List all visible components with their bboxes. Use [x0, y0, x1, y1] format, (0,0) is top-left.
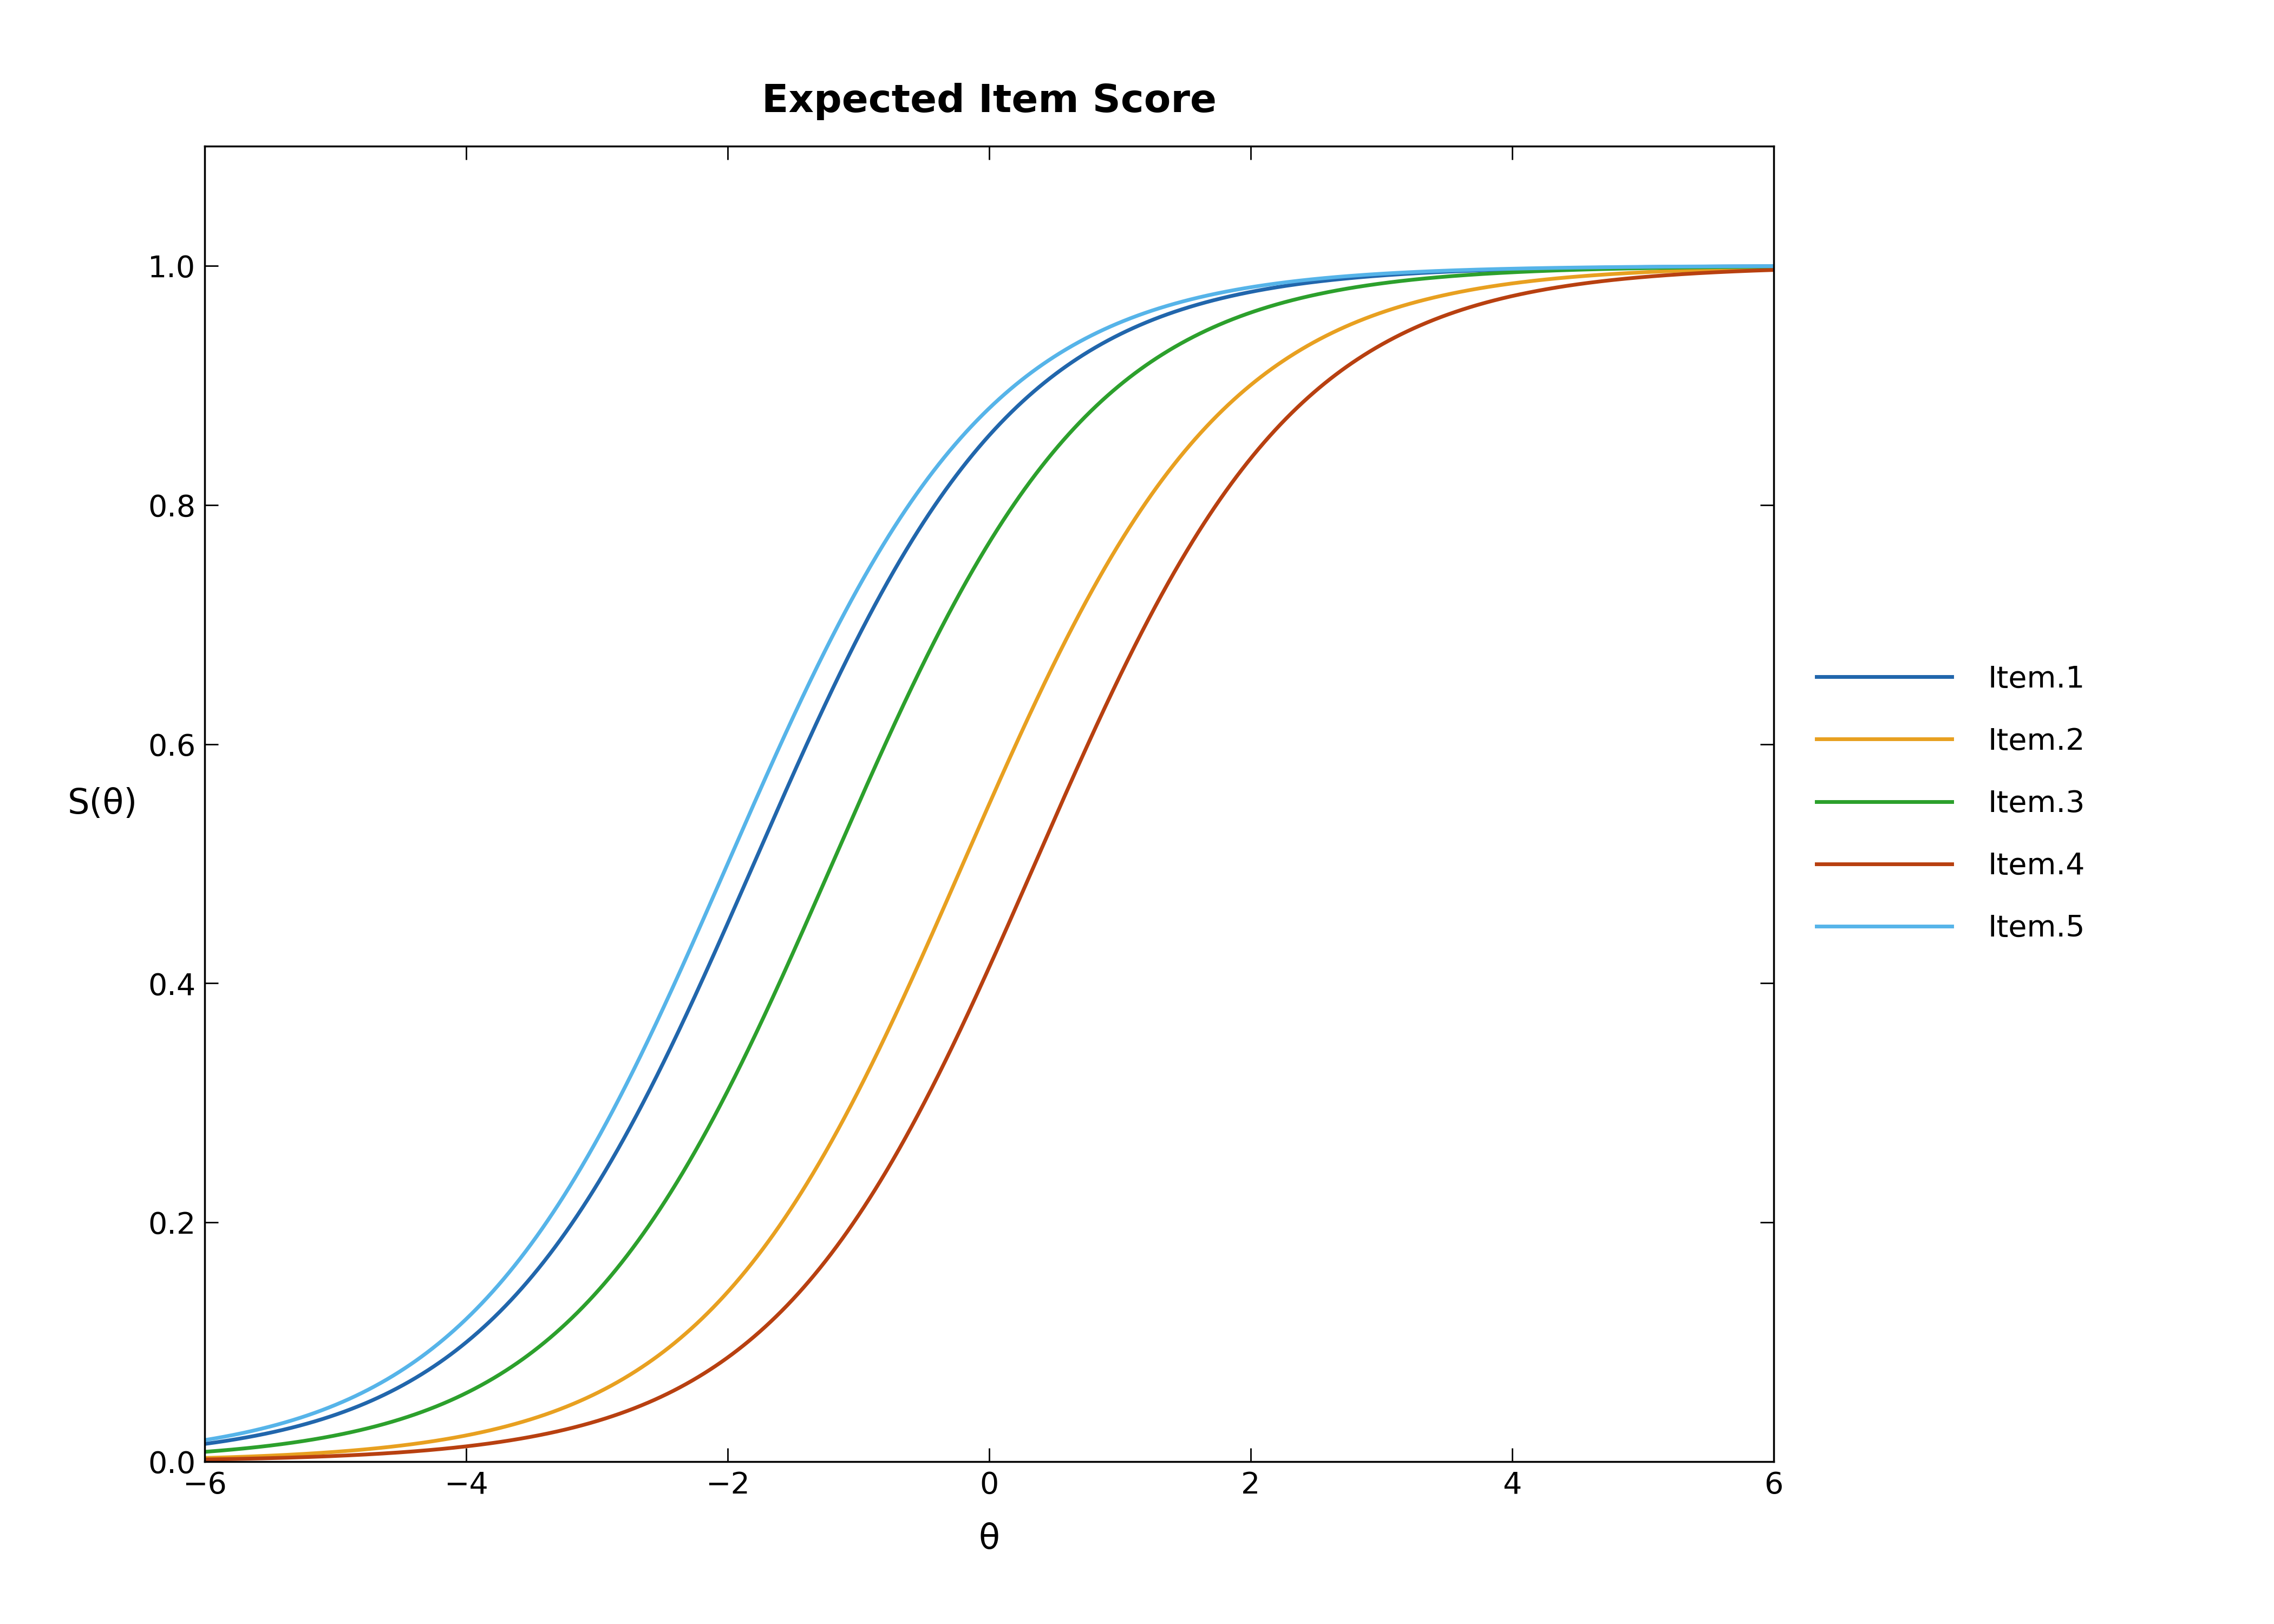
Item.4 [912, 1090, 939, 1109]
Line: Item.4: Item.4 [205, 270, 1774, 1460]
Item.4 [1715, 261, 1742, 281]
Legend: Item.1, Item.2, Item.3, Item.4, Item.5: Item.1, Item.2, Item.3, Item.4, Item.5 [1806, 653, 2097, 955]
Item.2 [912, 939, 939, 958]
Item.1 [955, 451, 982, 471]
Item.5 [1426, 261, 1453, 281]
Item.3 [912, 648, 939, 667]
Item.3 [1760, 257, 1787, 276]
Item.5 [955, 421, 982, 440]
Item.5 [1715, 257, 1742, 276]
Line: Item.1: Item.1 [205, 266, 1774, 1444]
Item.3 [955, 570, 982, 590]
Item.3 [1715, 257, 1742, 276]
Item.3 [1715, 257, 1742, 276]
Line: Item.3: Item.3 [205, 266, 1774, 1452]
Item.3 [191, 1442, 218, 1462]
Item.4 [1715, 261, 1742, 281]
Item.5 [271, 1413, 298, 1432]
Title: Expected Item Score: Expected Item Score [762, 83, 1217, 120]
Item.1 [191, 1434, 218, 1453]
Item.3 [1426, 268, 1453, 287]
Item.1 [1760, 257, 1787, 276]
Item.2 [1426, 286, 1453, 305]
Item.2 [955, 843, 982, 862]
Item.2 [1760, 258, 1787, 278]
X-axis label: θ: θ [978, 1522, 1001, 1556]
Line: Item.5: Item.5 [205, 266, 1774, 1440]
Item.1 [271, 1419, 298, 1439]
Item.4 [271, 1449, 298, 1468]
Y-axis label: S(θ): S(θ) [68, 788, 139, 820]
Item.1 [1715, 257, 1742, 276]
Item.4 [1760, 260, 1787, 279]
Item.1 [1715, 257, 1742, 276]
Item.1 [1426, 261, 1453, 281]
Item.4 [191, 1450, 218, 1470]
Line: Item.2: Item.2 [205, 268, 1774, 1458]
Item.3 [271, 1434, 298, 1453]
Item.5 [191, 1431, 218, 1450]
Item.1 [912, 508, 939, 528]
Item.2 [1715, 260, 1742, 279]
Item.5 [1715, 257, 1742, 276]
Item.2 [1715, 260, 1742, 279]
Item.5 [1760, 257, 1787, 276]
Item.4 [1426, 307, 1453, 326]
Item.2 [271, 1445, 298, 1465]
Item.4 [955, 1005, 982, 1025]
Item.5 [912, 471, 939, 490]
Item.2 [191, 1449, 218, 1468]
